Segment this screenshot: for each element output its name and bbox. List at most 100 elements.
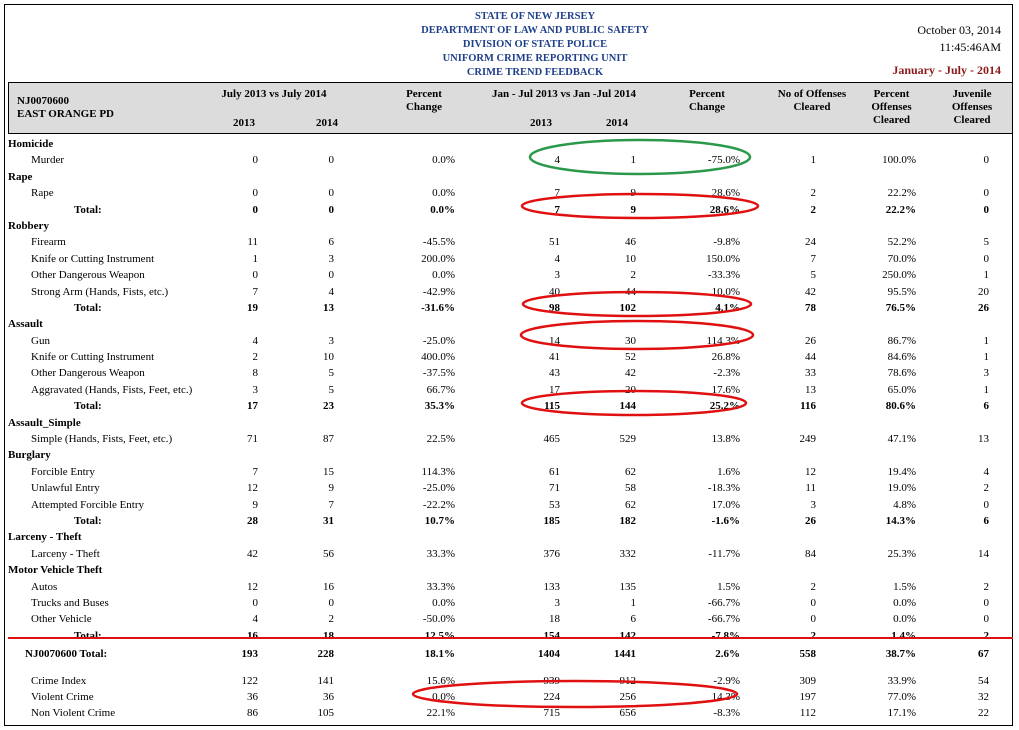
val-2014: 5 [328, 383, 335, 396]
juvenile-cleared: 3 [983, 367, 990, 380]
table-row: Attempted Forcible Entry 9 7 -22.2% 53 62 17.0… [8, 497, 1013, 513]
val-2013: 4 [252, 334, 259, 347]
table-row: Aggravated (Hands, Fists, Feet, etc.) 3 5 6… [8, 382, 1013, 398]
ytd-2013: 154 [543, 629, 561, 642]
ytd-pct-change: -1.6% [711, 514, 740, 527]
offenses-cleared: 26 [805, 514, 816, 527]
pct-cleared: 1.5% [893, 580, 916, 593]
juvenile-cleared: 5 [983, 236, 990, 249]
val-2014: 105 [317, 707, 335, 720]
row-label: Strong Arm (Hands, Fists, etc.) [31, 285, 169, 298]
crime-table: Homicide Murder 0 0 0.0% 4 1 -75.0% 1 100.0% 0 Rape… [8, 136, 1013, 722]
ytd-pct-change: -33.3% [707, 269, 740, 282]
pct-cleared: 38.7% [885, 648, 916, 661]
row-label: Trucks and Buses [31, 596, 109, 609]
pct-change: 66.7% [426, 383, 455, 396]
val-2013: 1 [252, 252, 259, 265]
ytd-2013: 133 [543, 580, 561, 593]
val-2014: 23 [323, 400, 334, 413]
ytd-2014: 1 [630, 154, 637, 167]
offenses-cleared: 309 [799, 674, 817, 687]
ytd-pct-change: 150.0% [706, 252, 740, 265]
offenses-cleared: 197 [799, 690, 817, 703]
category-row: Robbery [8, 218, 1013, 234]
pct-cleared: 47.1% [887, 433, 916, 446]
row-label: Murder [31, 154, 64, 167]
juv-cleared-header: Juvenile Offenses Cleared [951, 88, 993, 126]
table-row: Other Dangerous Weapon 8 5 -37.5% 43 42 -2.3% 3… [8, 365, 1013, 381]
juvenile-cleared: 4 [983, 465, 990, 478]
val-2014: 4 [328, 285, 335, 298]
table-row: Non Violent Crime 86 105 22.1% 715 656 -8.3% 11… [8, 705, 1013, 721]
table-row: Violent Crime 36 36 0.0% 224 256 14.3% 197 77.0%… [8, 689, 1013, 705]
val-2013: 4 [252, 613, 259, 626]
val-2013: 0 [252, 154, 259, 167]
ytd-2014: 9 [630, 187, 637, 200]
offenses-cleared: 3 [810, 498, 817, 511]
offenses-cleared: 2 [810, 203, 817, 216]
row-label: NJ0070600 Total: [25, 648, 108, 661]
ytd-2013: 465 [543, 433, 561, 446]
table-row: Trucks and Buses 0 0 0.0% 3 1 -66.7% 0 0.0% 0 [8, 595, 1013, 611]
offenses-cleared: 11 [805, 482, 816, 495]
row-label: Forcible Entry [31, 465, 95, 478]
val-2014: 0 [328, 154, 335, 167]
category-row: Burglary [8, 447, 1013, 463]
val-2014: 31 [323, 514, 334, 527]
pct-cleared: 19.0% [887, 482, 916, 495]
ytd-pct-change: 14.3% [711, 690, 740, 703]
val-2014: 6 [328, 236, 335, 249]
ytd-2014: 20 [625, 383, 636, 396]
val-2014: 18 [323, 629, 334, 642]
table-row: NJ0070600 Total: 193 228 18.1% 1404 1441 2.6% 5… [8, 646, 1013, 662]
table-row: Other Vehicle 4 2 -50.0% 18 6 -66.7% 0 0.0% 0 [8, 611, 1013, 627]
val-2014: 0 [328, 203, 335, 216]
val-2013: 2 [252, 351, 259, 364]
pct-cleared: 84.6% [887, 351, 916, 364]
header-line: CRIME TREND FEEDBACK [466, 67, 604, 78]
ytd-2013: 715 [543, 707, 561, 720]
report-date: October 03, 2014 [917, 23, 1001, 37]
pct-change: 33.3% [426, 580, 455, 593]
offenses-cleared: 2 [810, 580, 817, 593]
pct-cleared: 19.4% [887, 465, 916, 478]
offenses-cleared: 112 [799, 707, 816, 720]
pct-change: 200.0% [421, 252, 455, 265]
ytd-2014: 62 [625, 498, 636, 511]
pct-change: 33.3% [426, 547, 455, 560]
col-ytd-2013: 2013 [530, 117, 552, 129]
row-label: Assault_Simple [8, 416, 81, 429]
ytd-2014: 332 [619, 547, 637, 560]
val-2013: 86 [247, 707, 258, 720]
ytd-pct-change: -2.9% [713, 674, 740, 687]
row-label: Total: [74, 400, 102, 413]
juvenile-cleared: 20 [978, 285, 989, 298]
ytd-pct-change: -8.3% [713, 707, 740, 720]
ytd-pct-change: 28.6% [709, 203, 740, 216]
ytd-2014: 6 [630, 613, 637, 626]
ytd-2014: 46 [625, 236, 636, 249]
col-2013: 2013 [233, 117, 255, 129]
category-row: Motor Vehicle Theft [8, 562, 1013, 578]
val-2013: 36 [247, 690, 258, 703]
pct-cleared: 250.0% [882, 269, 916, 282]
ytd-2014: 1441 [614, 648, 636, 661]
ytd-pct-change: 1.5% [717, 580, 740, 593]
juvenile-cleared: 0 [983, 252, 990, 265]
ytd-2014: 30 [625, 334, 636, 347]
ytd-pct-change: 17.6% [711, 383, 740, 396]
val-2014: 0 [328, 187, 335, 200]
ytd-pct-change: -11.7% [708, 547, 740, 560]
row-label: Violent Crime [31, 690, 94, 703]
offenses-cleared: 26 [805, 334, 816, 347]
row-label: Total: [74, 301, 102, 314]
pct-cleared: 25.3% [887, 547, 916, 560]
pct-cleared: 77.0% [887, 690, 916, 703]
offenses-cleared: 42 [805, 285, 816, 298]
offenses-cleared: 24 [805, 236, 816, 249]
val-2013: 19 [247, 301, 258, 314]
pct-cleared: 1.4% [891, 629, 916, 642]
ytd-2014: 912 [619, 674, 637, 687]
pct-change: -25.0% [422, 334, 455, 347]
ytd-2013: 4 [554, 154, 561, 167]
